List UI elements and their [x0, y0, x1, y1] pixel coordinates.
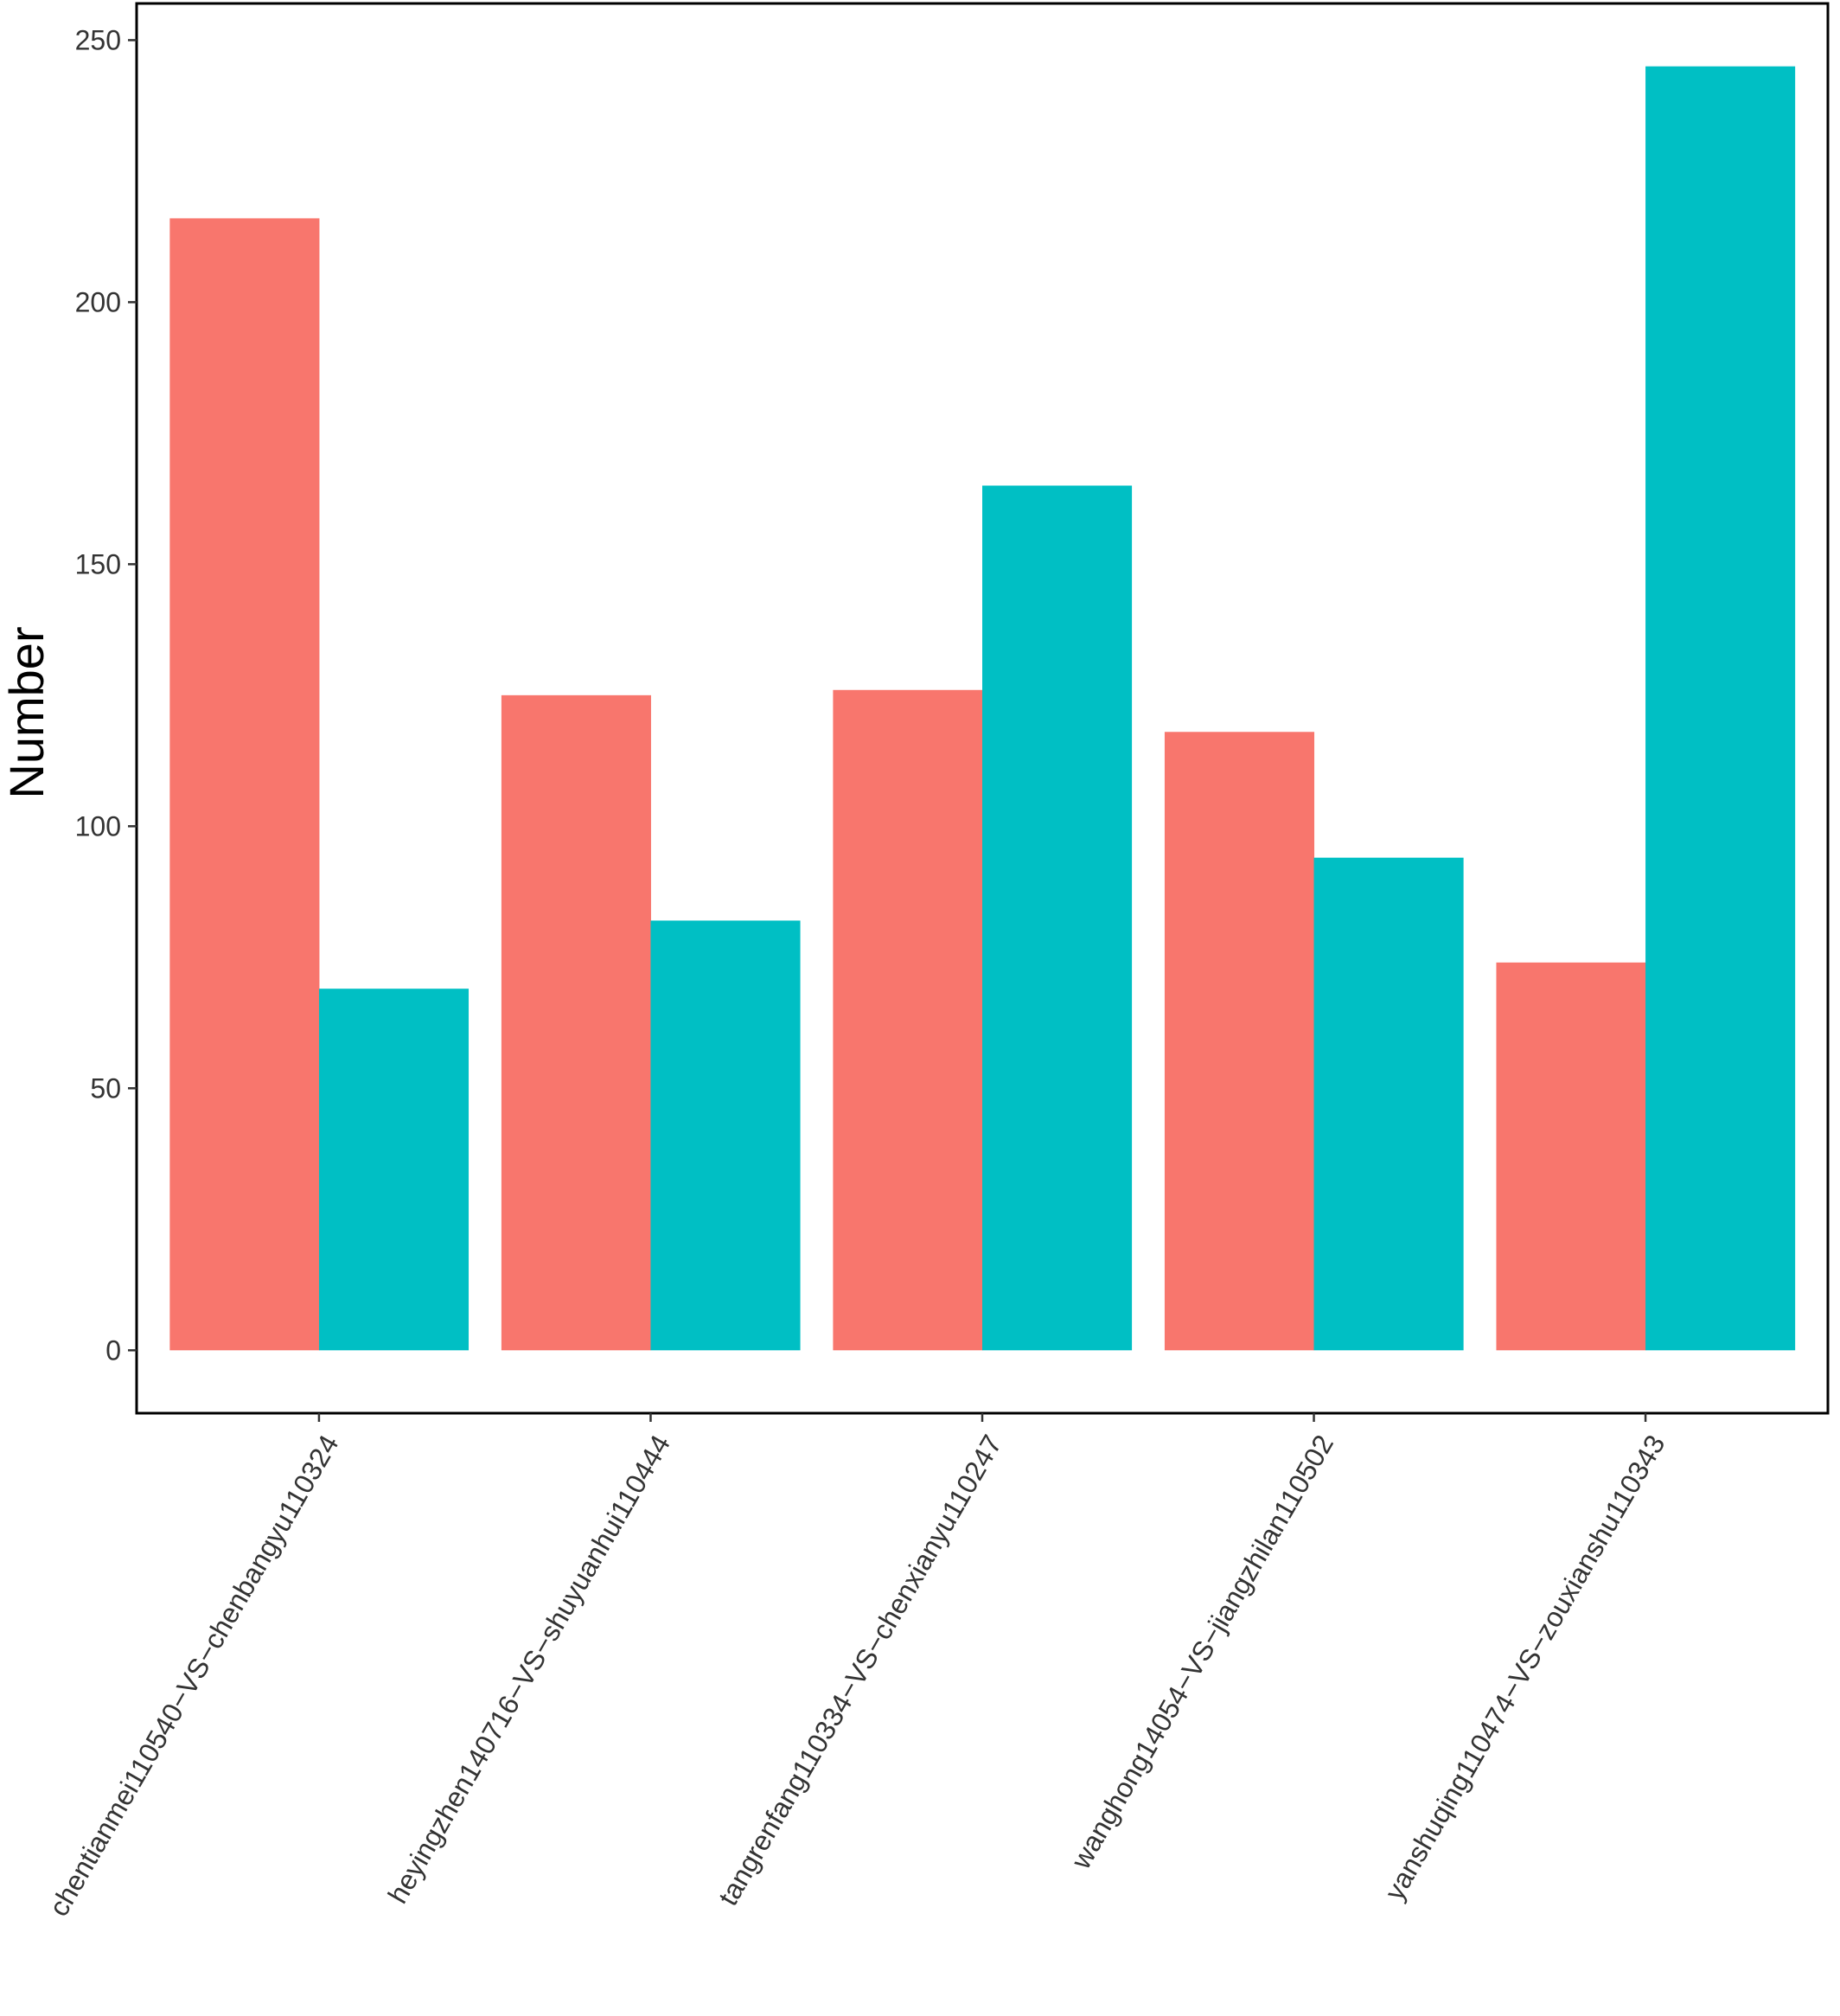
y-tick-label: 50 [90, 1072, 121, 1104]
y-tick-label: 200 [75, 286, 121, 317]
bar-series-1-cat-5 [1496, 962, 1646, 1351]
y-tick-label: 250 [75, 24, 121, 55]
bar-series-2-cat-5 [1645, 66, 1796, 1351]
bar-series-2-cat-4 [1313, 857, 1464, 1351]
bar-series-2-cat-1 [318, 989, 470, 1351]
x-axis: chentianmei110540−VS−chenbangyu110324 hey… [42, 1413, 1671, 1922]
y-tick-label: 100 [75, 810, 121, 842]
y-tick-label: 150 [75, 548, 121, 579]
bar-series-1-cat-4 [1164, 732, 1315, 1351]
bar-series-1-cat-2 [501, 694, 651, 1351]
y-tick-label: 0 [105, 1334, 121, 1366]
x-tick-label: chentianmei110540−VS−chenbangyu110324 [42, 1430, 344, 1922]
bar-series-2-cat-3 [982, 485, 1133, 1351]
x-tick-label: heyingzhen140716−VS−shuyuanhui110444 [382, 1430, 676, 1909]
bar-series-1-cat-1 [169, 218, 320, 1351]
x-tick-label: tangrenfang110334−VS−chenxianyu110247 [712, 1430, 1008, 1910]
y-axis: 0 50 100 150 200 250 [75, 24, 137, 1366]
bar-series-2-cat-2 [650, 920, 801, 1351]
x-tick-label: yanshuqing110474−VS−zouxianshu110343 [1378, 1430, 1671, 1905]
x-tick-label: wanghong14054−VS−jiangzhilan110502 [1064, 1430, 1339, 1875]
bar-series-1-cat-3 [833, 689, 983, 1351]
y-axis-title: Number [0, 626, 54, 798]
bars-layer [169, 66, 1796, 1351]
